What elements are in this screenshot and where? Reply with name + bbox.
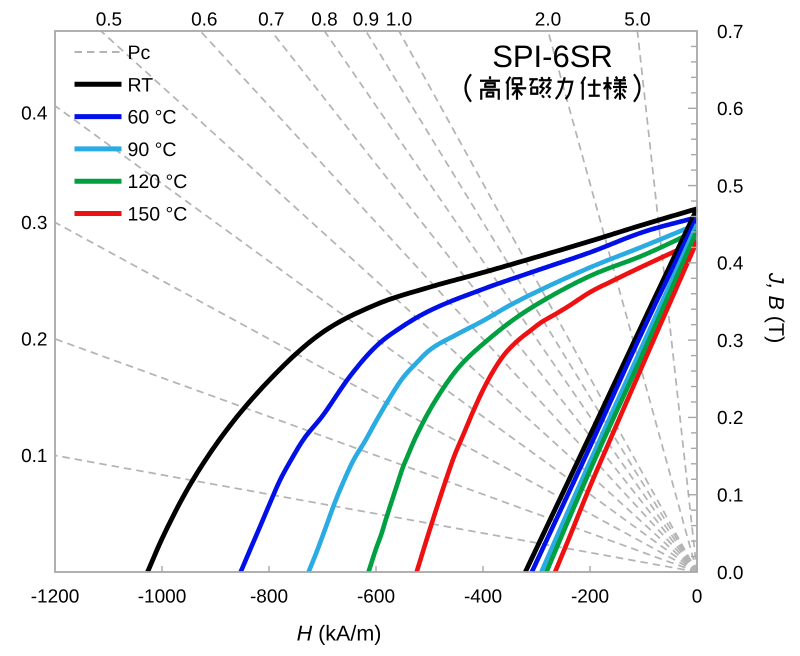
curves <box>145 206 698 573</box>
pc-line-0.7 <box>270 30 698 573</box>
pc-line-1 <box>398 30 698 573</box>
chart-title: SPI-6SR <box>464 39 641 103</box>
pc-label: 0.9 <box>353 10 379 31</box>
y-tick-label: 0.1 <box>717 486 743 507</box>
j-curve-90C <box>306 222 698 573</box>
b-curve-90C <box>539 223 698 573</box>
x-tick-label: -1200 <box>31 587 80 608</box>
pc-line-2 <box>547 30 698 573</box>
legend-item-rt: RT <box>74 74 154 96</box>
legend-item-60c: 60 °C <box>74 107 177 129</box>
y-tick-label: 0.4 <box>717 254 744 275</box>
jp-glyph <box>464 73 472 103</box>
y-tick-label: 0.7 <box>717 22 743 43</box>
pc-line-0.3 <box>54 221 698 573</box>
pc-label: 2.0 <box>535 10 561 31</box>
y-axis-title: J, B (T) <box>764 272 788 343</box>
j-curve-60C <box>238 215 698 573</box>
pc-line-0.2 <box>54 338 698 573</box>
pc-line-0.9 <box>365 30 698 573</box>
pc-label: 0.6 <box>191 10 217 31</box>
j-curve-150C <box>414 239 698 573</box>
pc-label: 0.1 <box>21 446 47 467</box>
pc-line-0.1 <box>54 454 698 573</box>
pc-top-labels: 0.5 0.6 0.7 0.8 0.9 1.0 2.0 5.0 <box>96 10 651 31</box>
x-tick-label: -800 <box>250 587 288 608</box>
x-tick-label: -200 <box>571 587 609 608</box>
legend-item-150c: 150 °C <box>74 204 188 226</box>
jp-glyph <box>529 76 552 99</box>
x-axis-tick-labels: -1200 -1000 -800 -600 -400 -200 0 <box>31 587 703 608</box>
pc-load-lines <box>54 30 698 573</box>
chart-title-line2 <box>464 73 641 103</box>
legend-label: 120 °C <box>128 171 188 193</box>
pc-line-0.4 <box>54 105 698 573</box>
y-tick-label: 0.3 <box>717 331 743 352</box>
pc-label: 0.2 <box>21 329 47 350</box>
jp-glyph <box>554 76 574 100</box>
legend-label: 90 °C <box>128 139 177 161</box>
pc-label: 0.7 <box>258 10 284 31</box>
pc-line-5 <box>636 30 698 573</box>
legend-item-pc: Pc <box>74 42 151 64</box>
chart-title-line1: SPI-6SR <box>492 39 613 74</box>
x-tick-label: -600 <box>357 587 395 608</box>
legend-label: RT <box>128 74 154 96</box>
j-curve-RT <box>145 206 698 573</box>
legend-item-90c: 90 °C <box>74 139 177 161</box>
jp-glyph <box>633 73 641 103</box>
legend: Pc RT 60 °C 90 °C 120 °C 150 °C <box>74 42 188 226</box>
pc-label: 0.5 <box>96 10 122 31</box>
y-tick-label: 0.5 <box>717 176 743 197</box>
pc-label: 0.4 <box>21 103 48 124</box>
jp-glyph <box>480 76 500 100</box>
legend-label: Pc <box>128 42 151 64</box>
jp-glyph <box>603 75 627 100</box>
y-tick-label: 0.2 <box>717 408 743 429</box>
x-axis-title: H (kA/m) <box>297 622 382 646</box>
b-curve-120C <box>544 229 698 573</box>
jp-glyph <box>505 76 527 100</box>
y-tick-label: 0.6 <box>717 99 743 120</box>
b-curve-60C <box>529 216 698 573</box>
x-tick-label: -1000 <box>138 587 187 608</box>
x-tick-label: 0 <box>692 587 703 608</box>
y-axis-tick-labels: 0.0 0.1 0.2 0.3 0.4 0.5 0.6 0.7 <box>717 22 744 584</box>
pc-left-labels: 0.4 0.3 0.2 0.1 <box>21 103 48 467</box>
pc-label: 1.0 <box>386 10 412 31</box>
plot-frame-and-ticks <box>54 30 698 573</box>
j-curve-120C <box>366 228 698 573</box>
legend-label: 150 °C <box>128 204 188 226</box>
pc-label: 0.3 <box>21 213 47 234</box>
pc-line-0.5 <box>100 30 698 573</box>
b-curve-150C <box>552 240 698 573</box>
pc-label: 0.8 <box>311 10 337 31</box>
jp-glyph <box>580 76 601 100</box>
pc-line-0.8 <box>323 30 698 573</box>
legend-item-120c: 120 °C <box>74 171 188 193</box>
legend-label: 60 °C <box>128 107 177 129</box>
b-curve-RT <box>523 207 698 573</box>
pc-label: 5.0 <box>624 10 650 31</box>
x-tick-label: -400 <box>464 587 502 608</box>
y-tick-label: 0.0 <box>717 563 743 584</box>
